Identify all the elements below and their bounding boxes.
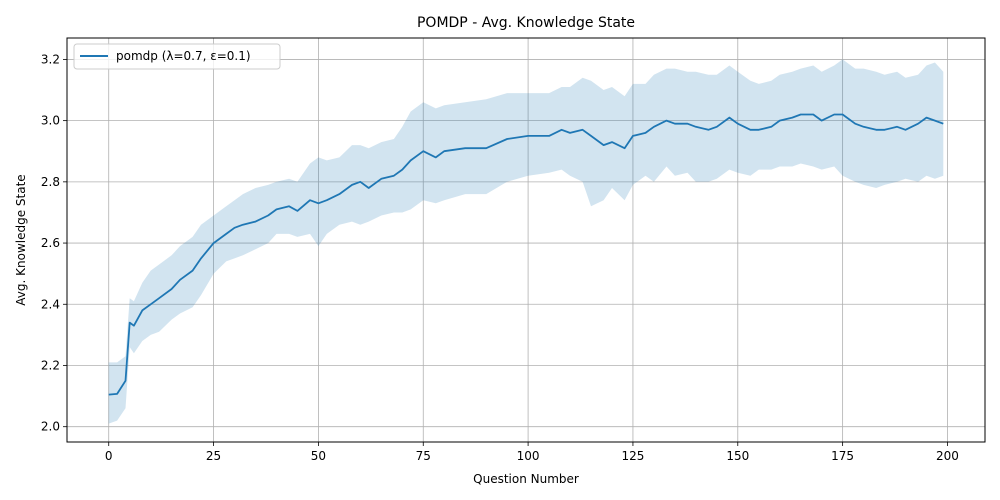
- x-tick-label: 75: [416, 449, 431, 463]
- confidence-band: [108, 59, 944, 424]
- legend-label: pomdp (λ=0.7, ε=0.1): [116, 49, 251, 63]
- legend-box: [73, 43, 281, 70]
- y-tick-label: 3.2: [41, 52, 60, 66]
- chart-title: POMDP - Avg. Knowledge State: [417, 15, 635, 31]
- x-tick-label: 100: [517, 449, 540, 463]
- y-axis-ticks: 2.0 2.2 2.4 2.6 2.8 3.0 3.2: [41, 52, 67, 434]
- y-tick-label: 2.2: [41, 358, 60, 372]
- x-axis-label: Question Number: [473, 472, 579, 486]
- y-tick-label: 2.0: [41, 420, 60, 434]
- x-tick-label: 125: [621, 449, 644, 463]
- legend: pomdp (λ=0.7, ε=0.1): [73, 43, 281, 70]
- x-axis-ticks: 0 25 50 75 100 125 150 175 200: [105, 442, 959, 463]
- y-tick-label: 3.0: [41, 114, 60, 128]
- x-tick-label: 25: [206, 449, 221, 463]
- grid: [67, 38, 985, 442]
- y-tick-label: 2.4: [41, 297, 60, 311]
- x-tick-label: 200: [936, 449, 959, 463]
- series-line: [108, 113, 944, 396]
- x-tick-label: 175: [831, 449, 854, 463]
- x-tick-label: 150: [726, 449, 749, 463]
- y-axis-label: Avg. Knowledge State: [14, 174, 28, 305]
- y-tick-label: 2.6: [41, 236, 60, 250]
- y-tick-label: 2.8: [41, 175, 60, 189]
- x-tick-label: 0: [105, 449, 113, 463]
- x-tick-label: 50: [311, 449, 326, 463]
- plot-frame: [66, 37, 986, 443]
